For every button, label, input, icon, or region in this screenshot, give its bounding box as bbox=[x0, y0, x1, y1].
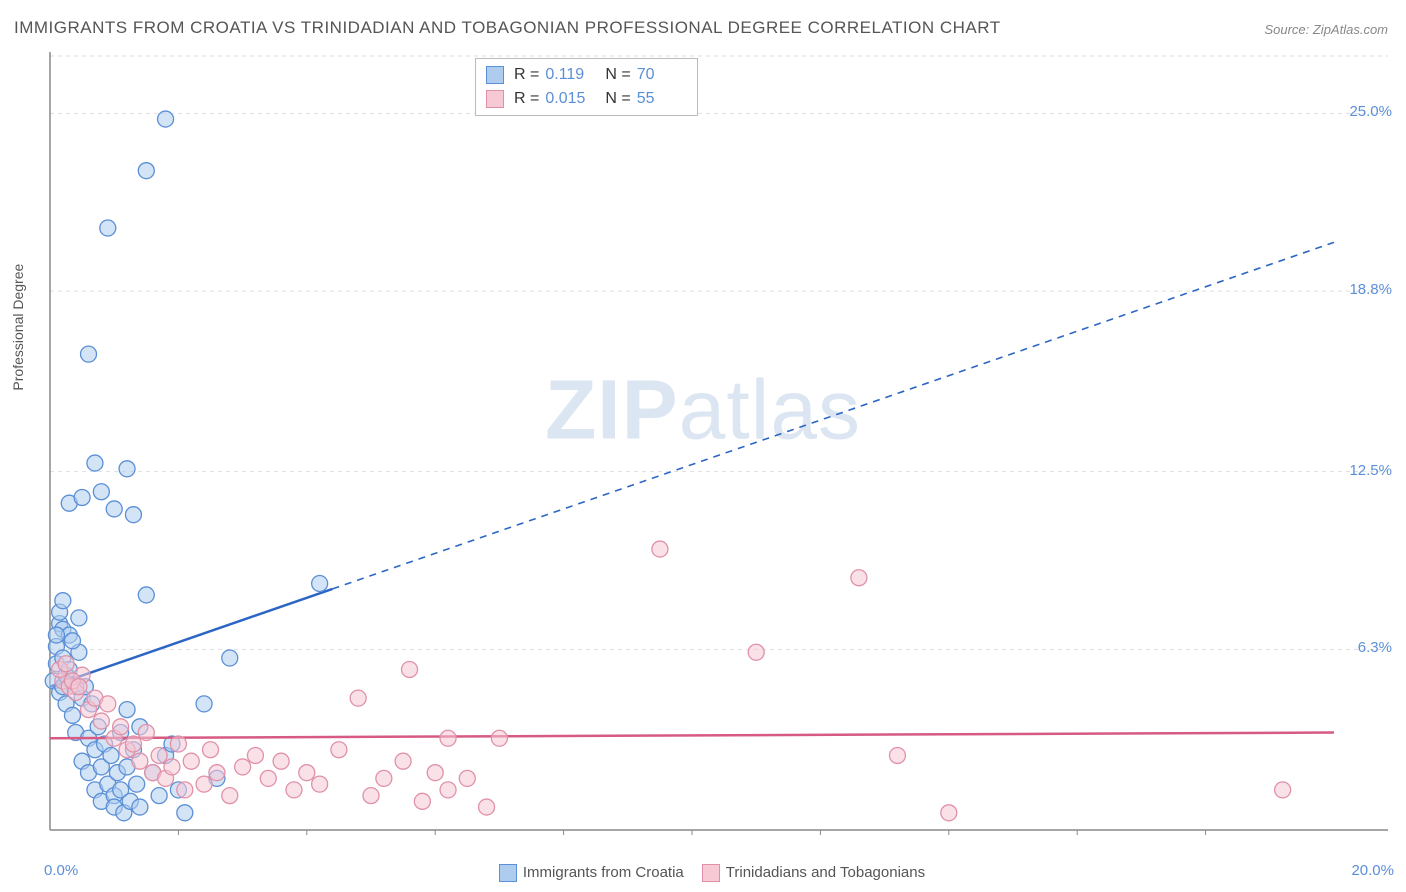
stats-row-croatia: R = 0.119N = 70 bbox=[486, 63, 687, 87]
source-attribution: Source: ZipAtlas.com bbox=[1264, 22, 1388, 37]
y-tick-label: 6.3% bbox=[1358, 639, 1392, 656]
y-axis-label: Professional Degree bbox=[10, 264, 26, 391]
stats-row-trinidad: R = 0.015N = 55 bbox=[486, 87, 687, 111]
y-tick-label: 25.0% bbox=[1349, 103, 1392, 120]
legend-swatch-icon bbox=[499, 864, 517, 882]
y-tick-label: 12.5% bbox=[1349, 462, 1392, 479]
series-legend: Immigrants from Croatia Trinidadians and … bbox=[0, 864, 1406, 882]
scatter-chart bbox=[44, 50, 1394, 836]
legend-swatch-icon bbox=[486, 90, 504, 108]
legend-label-croatia: Immigrants from Croatia bbox=[523, 864, 684, 881]
correlation-stats-legend: R = 0.119N = 70R = 0.015N = 55 bbox=[475, 58, 698, 116]
legend-label-trinidad: Trinidadians and Tobagonians bbox=[726, 864, 925, 881]
chart-title: IMMIGRANTS FROM CROATIA VS TRINIDADIAN A… bbox=[14, 18, 1001, 38]
y-tick-label: 18.8% bbox=[1349, 281, 1392, 298]
legend-swatch-icon bbox=[486, 66, 504, 84]
legend-swatch-icon bbox=[702, 864, 720, 882]
